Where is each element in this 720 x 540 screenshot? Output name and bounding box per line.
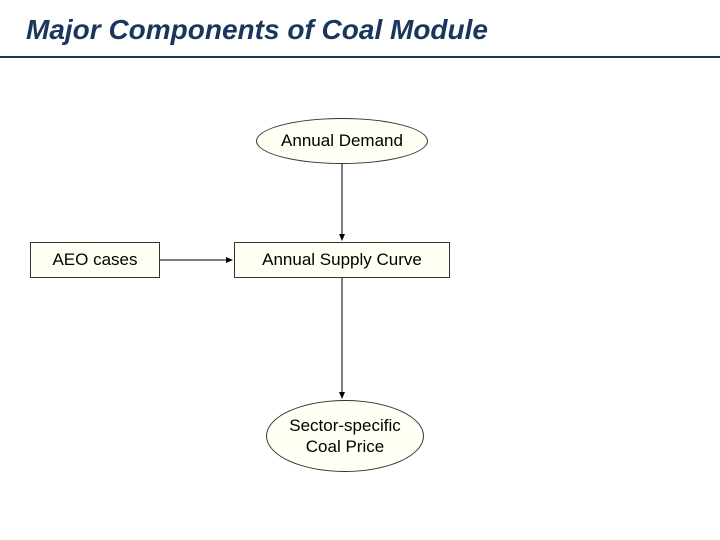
node-label: Sector-specific Coal Price [289, 415, 400, 458]
node-label: Annual Demand [281, 131, 403, 151]
node-label: Annual Supply Curve [262, 250, 422, 270]
node-annual-demand: Annual Demand [256, 118, 428, 164]
page-title: Major Components of Coal Module [26, 14, 720, 46]
node-aeo-cases: AEO cases [30, 242, 160, 278]
flowchart: Annual Demand AEO cases Annual Supply Cu… [0, 56, 720, 540]
node-sector-price: Sector-specific Coal Price [266, 400, 424, 472]
node-annual-supply-curve: Annual Supply Curve [234, 242, 450, 278]
node-label: AEO cases [52, 250, 137, 270]
